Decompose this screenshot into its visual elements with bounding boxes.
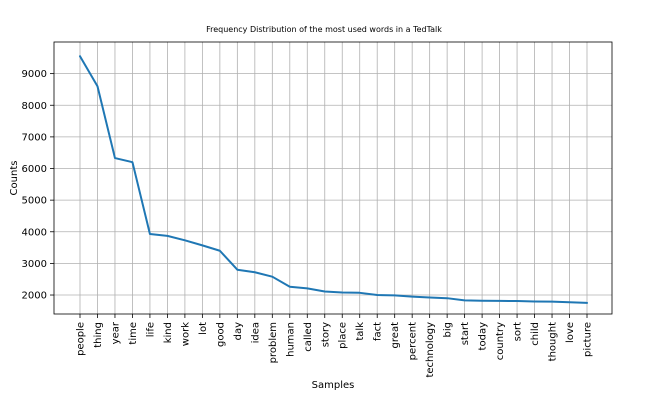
x-tick-label: day (233, 322, 244, 340)
y-tick-label: 4000 (22, 227, 47, 238)
x-tick-label: fact (373, 322, 384, 341)
x-tick-label: great (390, 322, 401, 349)
x-tick-label: thing (93, 322, 104, 348)
x-tick-label: story (320, 322, 331, 347)
x-axis-label: Samples (312, 380, 355, 391)
y-axis-label: Counts (9, 161, 20, 196)
x-tick-label: country (495, 322, 506, 360)
x-tick-label: called (303, 322, 314, 352)
x-tick-label: percent (408, 322, 419, 360)
series-layer (79, 55, 588, 304)
x-tick-label: technology (425, 322, 436, 378)
x-tick-label: human (285, 322, 296, 357)
x-tick-label: child (530, 322, 541, 346)
y-tick-label: 7000 (22, 132, 47, 143)
x-tick-label: picture (583, 322, 594, 357)
x-tick-label: problem (268, 322, 279, 363)
x-tick-label: love (565, 322, 576, 343)
x-tick-label: people (76, 322, 87, 356)
x-tick-label: start (460, 322, 471, 345)
y-tick-label: 2000 (22, 291, 47, 302)
x-tick-label: big (443, 322, 454, 337)
x-tick-label: talk (355, 322, 366, 341)
x-axis: people thing year time life kind work lot good da… (76, 314, 594, 378)
x-tick-label: idea (250, 322, 261, 343)
x-tick-label: today (478, 322, 489, 351)
y-tick-label: 6000 (22, 164, 47, 175)
x-tick-label: place (338, 322, 349, 349)
y-tick-label: 5000 (22, 196, 47, 207)
x-tick-label: life (145, 322, 156, 337)
y-tick-label: 3000 (22, 259, 47, 270)
x-tick-label: thought (548, 322, 559, 361)
y-tick-label: 9000 (22, 69, 47, 80)
x-tick-label: year (110, 321, 121, 344)
x-tick-label: kind (163, 322, 174, 343)
chart-title: Frequency Distribution of the most used … (206, 25, 442, 34)
y-tick-label: 8000 (22, 101, 47, 112)
x-tick-label: sort (513, 322, 524, 341)
x-tick-label: work (180, 322, 191, 346)
x-tick-label: good (215, 322, 226, 347)
series-line (79, 55, 588, 304)
grid (54, 42, 612, 314)
plot-frame (53, 41, 613, 315)
x-tick-label: time (128, 322, 139, 345)
y-axis: 2000 3000 4000 5000 6000 7000 8000 9000 (22, 69, 54, 302)
x-tick-label: lot (198, 322, 209, 335)
